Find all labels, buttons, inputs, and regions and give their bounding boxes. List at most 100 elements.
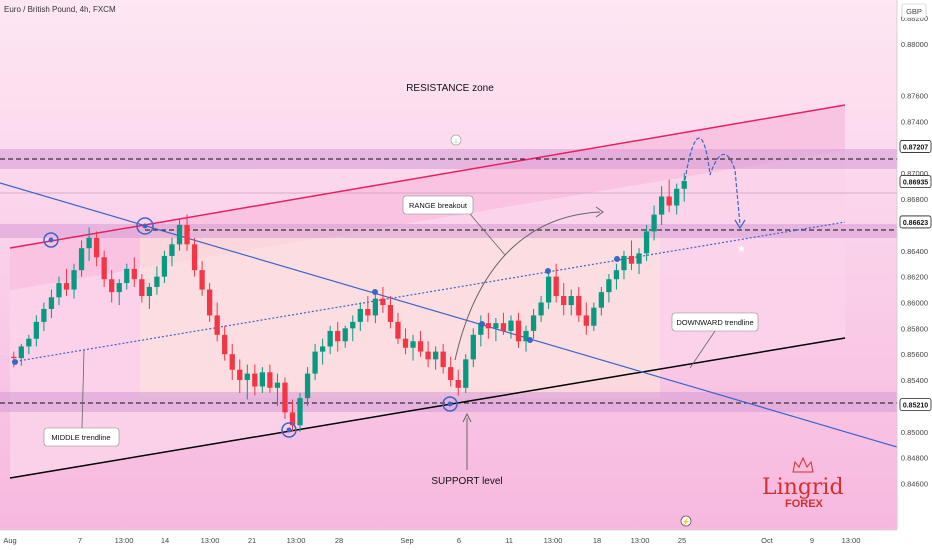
candle-body [658,196,665,215]
candle-body [425,351,431,360]
y-tick-label: 0.88000 [901,40,928,49]
candle-body [252,373,258,387]
x-tick-label: 6 [457,536,461,545]
candle-body [500,323,507,331]
candle-body [139,279,145,297]
pivot-markers [12,217,620,438]
candle-body [191,244,198,271]
candle-body [606,279,612,293]
candles-group [11,173,687,432]
candle-body [463,359,469,388]
candle-body [56,283,62,298]
x-tick-label: 25 [678,536,686,545]
candle-body [289,412,296,426]
x-tick-label: 13:00 [287,536,306,545]
price-level-badge-box [899,175,932,189]
breakout-arc [454,211,601,361]
candle-body [561,296,567,306]
candle-body [244,373,250,381]
candle-body [304,373,311,399]
candle-body [11,356,17,359]
price-level-badge: 0.86935 [903,180,928,187]
candle-body [440,351,446,368]
candle-body [319,346,326,352]
x-tick-label: 9 [810,536,814,545]
resistance-zone-label: RESISTANCE zone [406,83,494,94]
candle-body [448,367,454,381]
y-tick-label: 0.87400 [901,118,928,127]
candle-body [124,268,130,284]
candle-body [621,255,627,271]
candle-body [628,255,635,264]
x-tick-label: 13:00 [115,536,134,545]
y-tick-label: 0.88200 [901,14,928,23]
price-level-badge: 0.87207 [903,144,928,151]
x-tick-label: Sep [400,536,413,545]
downward-trendline-callout: DOWNWARD trendline [671,312,759,369]
support-trendline [9,337,846,479]
svg-text:RANGE breakout: RANGE breakout [409,201,468,210]
candle-body [387,305,394,322]
pivot-circle-4 [442,396,458,412]
candle-body [410,341,416,348]
candle-body [613,270,620,280]
y-tick-label: 0.86400 [901,247,928,256]
support-pointer-arrow [462,412,472,423]
price-level-badge-box [899,215,932,229]
x-tick-label: 28 [335,536,343,545]
lightning-icon[interactable] [680,515,692,527]
touch-dot-4 [545,268,551,274]
candle-body [357,308,363,322]
candle-body [530,315,537,331]
y-tick-label: 0.84600 [901,479,928,488]
x-tick-label: Aug [3,536,16,545]
candle-body [109,279,115,293]
breakout-arrow [595,206,604,218]
pivot-dot-3 [286,427,292,433]
y-tick-label: 0.86200 [901,273,928,282]
middle-trendline-callout: MIDDLE trendline [43,349,120,447]
x-tick-label: 14 [161,536,169,545]
candle-body [259,372,266,387]
y-tick-label: 0.87000 [901,169,928,178]
lightning-icon-glyph: ⚡ [682,517,691,526]
candle-body [666,196,672,206]
inner-range-area [140,228,660,398]
candle-body [417,341,424,352]
chart-title: Euro / British Pound, 4h, FXCM [4,5,116,14]
candle-body [432,351,439,360]
projection-path [684,137,741,226]
candle-body [350,321,356,329]
touch-dot-5 [614,256,620,262]
candle-body [93,237,100,258]
projection-arrow [734,219,746,230]
touch-dot-6 [12,359,18,365]
y-tick-label: 0.85400 [901,376,928,385]
candle-body [237,369,243,381]
candle-body [576,296,582,316]
candle-body [184,224,190,245]
pivot-dot-4 [447,401,453,407]
event-icon-top[interactable] [450,134,462,146]
support-level-label: SUPPORT level [431,476,502,487]
candle-body [538,302,544,316]
middle-trendline [11,221,846,363]
candle-body [508,320,514,331]
candle-body [455,380,461,388]
x-tick-label: 7 [78,536,82,545]
pivot-circle-3 [281,422,297,438]
touch-dot-1 [372,289,378,295]
x-tick-label: 21 [248,536,256,545]
event-icon-top-glyph: ↓ [454,138,458,145]
x-tick-label: 11 [505,536,513,545]
candle-body [146,286,153,297]
candle-body [131,268,137,280]
candle-body [553,276,559,297]
pivot-dot-2 [142,223,148,229]
candle-body [402,338,409,348]
range-breakout-callout: RANGE breakout [402,195,506,256]
logo-sub: FOREX [785,498,824,510]
y-tick-label: 0.85600 [901,350,928,359]
touch-dot-3 [527,337,533,343]
